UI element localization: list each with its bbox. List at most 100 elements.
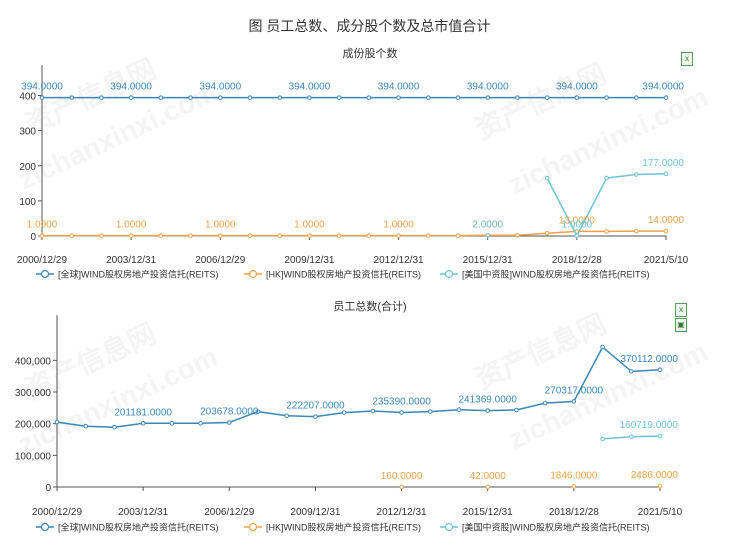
data-label: 160719.0000 [620,420,679,431]
data-point [112,424,117,430]
data-point [277,95,283,100]
data-label: 2.0000 [472,219,503,230]
constituents-chart: 成份股个数 0 100 200 300 400 2000/12/29 2003/12/31 20… [17,47,689,280]
data-point [370,408,376,414]
data-label: 2486.0000 [631,470,679,481]
data-point [657,433,663,439]
x-tick-label: 2003/12/31 [118,507,168,518]
data-label: 203678.0000 [200,407,259,418]
data-point [128,95,134,100]
export-excel-icon[interactable]: x [675,303,687,317]
data-point [600,344,605,350]
legend-marker [444,269,454,279]
y-tick-label: 100 [19,197,36,208]
data-point [217,95,223,100]
data-point [247,233,253,238]
legend-marker [248,269,258,279]
data-label: 394.0000 [642,82,684,93]
legend-label: [美国中资股]WIND股权房地产投资信托(REITS) [462,269,650,280]
data-point [663,171,669,177]
data-point [427,409,433,414]
data-label: 394.0000 [289,82,331,93]
data-point [158,95,164,100]
data-label: 1.0000 [116,220,147,231]
data-point [99,95,104,100]
y-tick-label: 300,000 [15,388,52,399]
x-tick-label: 2009/12/31 [284,255,334,266]
data-label: 14.0000 [648,215,685,226]
export-excel-icon[interactable]: x [681,52,693,66]
y-tick-label: 100,000 [15,451,52,462]
data-point [341,410,347,415]
data-point [456,407,462,413]
legend-label: [HK]WIND股权房地产投资信托(REITS) [266,522,421,533]
data-label: 1.0000 [383,220,414,231]
data-point [336,95,342,100]
data-point [69,233,75,238]
data-point [54,419,60,425]
data-point [99,233,104,238]
data-point [542,400,548,406]
data-point [425,233,431,238]
x-tick-label: 2021/5/10 [644,255,689,266]
data-point [485,95,491,100]
x-tick-label: 2000/12/29 [17,255,67,266]
data-label: 394.0000 [378,82,420,93]
data-point [574,233,580,238]
data-point [663,95,669,100]
legend-marker [40,269,50,279]
x-tick-label: 2006/12/29 [195,255,245,266]
data-point [628,369,634,374]
legend-label: [HK]WIND股权房地产投资信托(REITS) [266,269,421,280]
data-point [39,233,45,238]
data-label: 201181.0000 [114,407,172,418]
data-point [514,407,519,413]
data-point [188,95,193,100]
data-point [663,228,669,234]
x-tick-label: 2000/12/29 [32,507,82,518]
data-point [307,233,312,238]
data-point [277,233,283,238]
legend-marker [40,522,50,532]
data-point [574,95,580,100]
data-point [83,423,89,429]
data-label: 394.0000 [556,82,598,93]
data-label: 394.0000 [110,82,152,93]
data-label: 394.0000 [21,82,63,93]
data-point [128,233,134,238]
data-label: 2.0000 [472,219,503,230]
data-point [399,410,404,415]
y-tick-label: 0 [30,232,36,243]
x-tick-label: 2021/5/10 [638,507,683,518]
x-tick-label: 2009/12/31 [290,507,340,518]
data-point [571,484,577,489]
x-tick-label: 2018/12/28 [552,255,602,266]
data-label: 13.0000 [559,215,596,226]
data-label: 1.0000 [294,220,325,231]
page-title: 图 员工总数、成分股个数及总市值合计 [248,18,491,34]
y-tick-label: 200,000 [15,420,52,431]
data-point [515,95,520,100]
data-point [198,421,203,426]
series-line [42,230,666,237]
chart-title: 成份股个数 [343,47,398,60]
legend-label: [全球]WIND股权房地产投资信托(REITS) [58,522,219,533]
data-point [485,232,491,238]
data-point [455,233,461,238]
data-point [657,483,663,489]
x-tick-label: 2012/12/31 [374,255,424,266]
data-point [604,229,609,234]
data-label: 42.0000 [470,471,507,482]
data-point [366,233,372,238]
data-point [158,233,164,238]
data-point [600,436,605,442]
data-point [188,233,193,238]
x-tick-label: 2015/12/31 [463,255,513,266]
data-label: 1.0000 [27,220,58,231]
data-point [485,408,491,413]
data-point [604,95,609,100]
y-tick-label: 200 [19,162,36,173]
data-point [515,232,520,238]
data-point [307,95,312,100]
image-icon[interactable]: ▣ [675,318,687,332]
